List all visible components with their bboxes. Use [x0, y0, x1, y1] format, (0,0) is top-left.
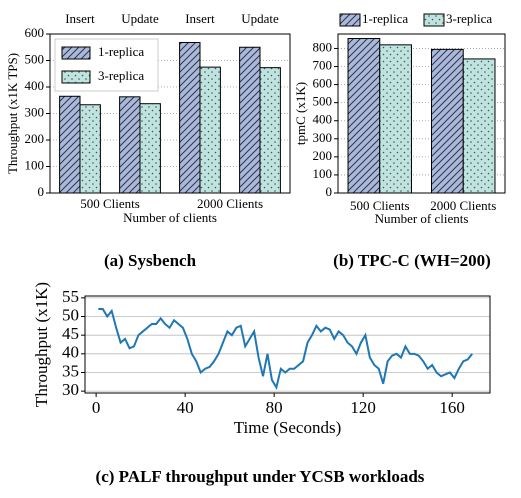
y-tick-label: 800 — [313, 39, 333, 54]
caption: (b) TPC-C (WH=200) — [333, 251, 491, 270]
x-axis-label: Number of clients — [123, 210, 217, 225]
y-axis-label: tpmC (x1K) — [293, 82, 308, 145]
y-tick-label: 200 — [313, 148, 333, 163]
legend-swatch — [423, 13, 445, 27]
bar — [379, 44, 412, 194]
y-axis-label: Throughput (x1K TPS) — [5, 53, 20, 174]
legend-swatch — [61, 46, 91, 60]
y-tick-label: 50 — [62, 305, 79, 324]
category-label: 2000 Clients — [430, 198, 496, 213]
bar — [199, 66, 221, 194]
caption: (c) PALF throughput under YCSB workloads — [96, 467, 425, 486]
bar — [179, 41, 201, 194]
y-tick-label: 0 — [326, 184, 333, 199]
y-tick-label: 30 — [62, 380, 79, 399]
legend-label: 1-replica — [362, 11, 408, 26]
bar — [139, 103, 161, 194]
x-tick-label: 120 — [350, 398, 376, 417]
category-label: Update — [241, 11, 279, 26]
y-tick-label: 35 — [62, 361, 79, 380]
y-tick-label: 45 — [62, 324, 79, 343]
group-label: 500 Clients — [80, 196, 140, 211]
line — [98, 308, 473, 391]
x-tick-label: 160 — [439, 398, 465, 417]
x-axis-label: Number of clients — [375, 211, 469, 226]
caption: (a) Sysbench — [104, 251, 197, 270]
legend-label: 3-replica — [446, 11, 492, 26]
category-label: Update — [121, 11, 159, 26]
legend-label: 1-replica — [98, 44, 144, 59]
category-label: Insert — [185, 11, 215, 26]
y-tick-label: 300 — [313, 130, 333, 145]
x-axis-label: Time (Seconds) — [234, 418, 342, 437]
plot-frame — [49, 33, 291, 194]
y-tick-label: 100 — [25, 157, 45, 172]
y-tick-label: 700 — [313, 58, 333, 73]
x-tick-label: 80 — [266, 398, 283, 417]
bar — [59, 95, 81, 194]
category-label: 500 Clients — [350, 198, 410, 213]
legend-label: 3-replica — [98, 68, 144, 83]
group-label: 2000 Clients — [197, 196, 263, 211]
y-tick-label: 0 — [38, 184, 45, 199]
y-tick-label: 400 — [313, 112, 333, 127]
bar — [239, 46, 261, 194]
legend-swatch — [339, 13, 361, 27]
bar — [462, 58, 496, 194]
y-tick-label: 100 — [313, 166, 333, 181]
y-tick-label: 400 — [25, 78, 45, 93]
bar — [431, 48, 464, 194]
plot-frame — [337, 33, 506, 194]
y-tick-label: 500 — [313, 94, 333, 109]
y-tick-label: 55 — [62, 287, 79, 306]
y-axis-label: Throughput (x1K) — [32, 282, 51, 407]
x-tick-label: 0 — [92, 398, 101, 417]
legend-swatch — [61, 70, 91, 84]
y-tick-label: 500 — [25, 51, 45, 66]
y-tick-label: 600 — [25, 25, 45, 40]
bar — [259, 67, 281, 194]
bar — [347, 38, 381, 194]
y-tick-label: 40 — [62, 343, 79, 362]
bar — [79, 104, 101, 194]
y-tick-label: 600 — [313, 76, 333, 91]
category-label: Insert — [65, 11, 95, 26]
x-tick-label: 40 — [177, 398, 194, 417]
bar — [119, 96, 141, 194]
y-tick-label: 200 — [25, 131, 45, 146]
plot-frame — [84, 295, 491, 394]
y-tick-label: 300 — [25, 104, 45, 119]
